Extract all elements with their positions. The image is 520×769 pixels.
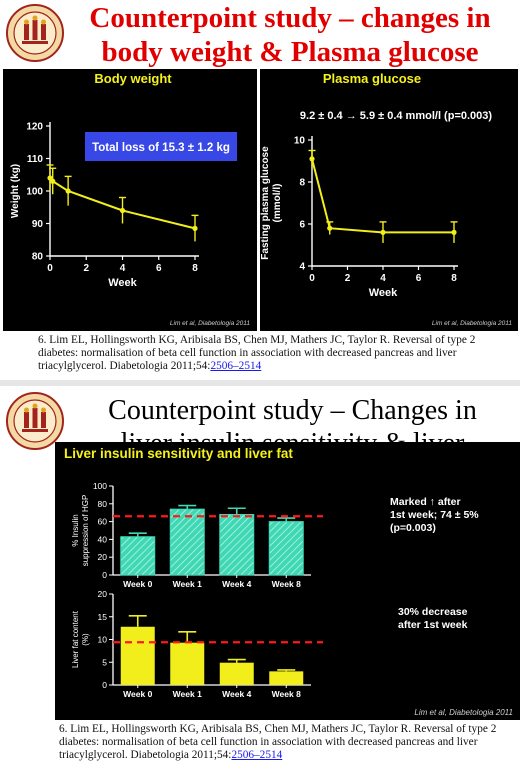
bar (269, 671, 304, 685)
y-axis-label: Fasting plasma glucose(mmol/l) (260, 146, 283, 260)
reference-text: 6. Lim EL, Hollingsworth KG, Aribisala B… (59, 723, 497, 761)
x-tick-label: Week 0 (123, 689, 152, 699)
slide-body-weight-glucose: Counterpoint study – changes in body wei… (0, 0, 520, 380)
university-seal-logo (6, 4, 64, 62)
y-tick-label: 6 (299, 220, 305, 231)
bar (268, 521, 304, 576)
x-tick-label: 0 (309, 273, 315, 284)
data-point (309, 156, 315, 162)
body-weight-chart: Body weight 80 90 100 110 120 0 2 4 6 8 Week Weight … (10, 71, 250, 327)
x-tick-label: Week 1 (173, 579, 202, 589)
x-tick-label: 2 (83, 263, 89, 274)
annotation-text: 30% decrease (398, 606, 468, 618)
y-tick-label: 120 (26, 122, 43, 133)
liver-panel: Liver insulin sensitivity and liver fat L… (55, 442, 520, 720)
x-axis-label: Week (108, 277, 137, 289)
data-point (451, 229, 457, 235)
data-point (50, 178, 56, 184)
y-axis-label: Weight (kg) (10, 164, 21, 218)
y-axis-label: % Insulinsuppression of HGP (71, 495, 90, 567)
data-point (119, 207, 126, 214)
y-tick-label: 100 (93, 481, 107, 491)
data-point (380, 229, 386, 235)
y-tick-label: 20 (98, 552, 108, 562)
x-tick-label: 6 (416, 273, 422, 284)
bar (219, 513, 255, 576)
slide-separator (0, 380, 520, 386)
x-tick-label: Week 8 (272, 689, 301, 699)
x-tick-label: Week 0 (123, 579, 152, 589)
plasma-glucose-panel: Plasma glucose 4 6 8 10 0 2 4 6 8 Week Fasting plas… (260, 69, 518, 331)
annotation-text: after 1st week (398, 619, 468, 631)
y-tick-label: 80 (32, 252, 44, 263)
reference-citation: 6. Lim EL, Hollingsworth KG, Aribisala B… (59, 723, 514, 762)
liver-insulin-fat-chart: Liver insulin sensitivity and liver fat L… (64, 446, 513, 717)
bar (120, 536, 156, 576)
y-tick-label: 5 (102, 657, 107, 667)
data-point (327, 225, 333, 231)
bar (219, 662, 254, 685)
citation-text: Lim et al, Diabetologia 2011 (432, 320, 512, 327)
slide-liver-insulin-fat: Counterpoint study – Changes in liver in… (0, 386, 520, 769)
chart-title: Body weight (94, 71, 172, 86)
chart-title: Liver insulin sensitivity and liver fat (64, 446, 293, 461)
body-weight-panel: Body weight 80 90 100 110 120 0 2 4 6 8 Week Weight … (3, 69, 257, 331)
x-axis-label: Week (369, 287, 398, 299)
reference-text: 6. Lim EL, Hollingsworth KG, Aribisala B… (38, 334, 476, 372)
x-tick-label: Week 8 (272, 579, 301, 589)
x-tick-label: 0 (47, 263, 53, 274)
bar (120, 626, 155, 685)
y-tick-label: 110 (27, 154, 44, 165)
y-tick-label: 80 (98, 499, 108, 509)
annotation-text: 1st week; 74 ± 5% (390, 509, 479, 521)
x-tick-label: 4 (120, 263, 126, 274)
y-tick-label: 0 (102, 680, 107, 690)
reference-link[interactable]: 2506–2514 (210, 360, 262, 372)
slide-title-line1: Counterpoint study – Changes in (108, 395, 477, 426)
y-tick-label: 10 (98, 635, 108, 645)
university-seal-logo (6, 392, 64, 450)
x-tick-label: 2 (345, 273, 351, 284)
x-tick-label: 6 (156, 263, 162, 274)
y-tick-label: 15 (98, 612, 108, 622)
series-line (311, 158, 454, 234)
citation-text: Lim et al, Diabetologia 2011 (170, 320, 250, 327)
y-tick-label: 60 (98, 517, 108, 527)
y-tick-label: 10 (294, 136, 306, 147)
plasma-glucose-chart: Plasma glucose 4 6 8 10 0 2 4 6 8 Week Fasting plas… (260, 71, 512, 327)
slide-title-line1: Counterpoint study – changes in (89, 2, 491, 34)
x-tick-label: 8 (451, 273, 457, 284)
annotation-box (85, 132, 237, 161)
chart-title: Plasma glucose (323, 71, 421, 86)
annotation-text: (p=0.003) (390, 522, 436, 534)
y-tick-label: 4 (299, 262, 305, 273)
y-tick-label: 20 (98, 589, 108, 599)
y-axis-label: Liver fat content(%) (71, 610, 90, 668)
bar (169, 508, 205, 576)
citation-text: Lim et al, Diabetologia 2011 (414, 708, 513, 717)
x-tick-label: Week 4 (222, 579, 251, 589)
reference-citation: 6. Lim EL, Hollingsworth KG, Aribisala B… (38, 334, 508, 373)
bar (170, 642, 205, 685)
x-tick-label: 8 (192, 263, 198, 274)
data-point (192, 225, 198, 231)
data-point (65, 188, 71, 194)
slide-title-line2: body weight & Plasma glucose (101, 36, 479, 68)
y-tick-label: 0 (102, 570, 107, 580)
y-tick-label: 8 (299, 178, 305, 189)
chart-subtitle: 9.2 ± 0.4 → 5.9 ± 0.4 mmol/l (p=0.003) (300, 110, 492, 122)
annotation-text: Total loss of 15.3 ± 1.2 kg (92, 142, 230, 154)
x-tick-label: Week 1 (173, 689, 202, 699)
x-tick-label: 4 (380, 273, 386, 284)
y-tick-label: 40 (98, 534, 108, 544)
annotation-text: Marked ↑ after (390, 496, 461, 508)
y-tick-label: 90 (32, 219, 44, 230)
reference-link[interactable]: 2506–2514 (231, 749, 283, 761)
y-tick-label: 100 (26, 187, 43, 198)
x-tick-label: Week 4 (222, 689, 251, 699)
